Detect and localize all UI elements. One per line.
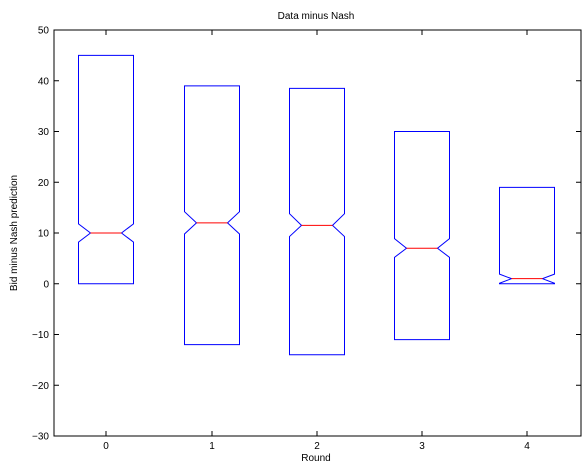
box-2	[289, 87, 345, 356]
x-tick-label: 4	[524, 441, 530, 452]
box-0	[78, 54, 134, 285]
x-axis-title: Round	[301, 453, 330, 462]
x-axis: 0 1 2 3 4	[103, 30, 530, 452]
box-4	[499, 186, 555, 285]
y-tick-label: 50	[38, 26, 50, 37]
x-tick-label: 3	[419, 441, 425, 452]
y-axis: −30 −20 −10 0 10 20 30 40 50	[32, 26, 581, 443]
boxes	[78, 54, 555, 356]
x-tick-label: 1	[209, 441, 215, 452]
y-tick-label: 10	[38, 229, 50, 240]
box-3	[394, 131, 450, 341]
box-1	[184, 85, 240, 346]
y-tick-label: 20	[38, 178, 50, 189]
x-tick-label: 0	[103, 441, 109, 452]
x-tick-label: 2	[314, 441, 320, 452]
chart-title: Data minus Nash	[278, 11, 355, 22]
y-axis-title: Bid minus Nash prediction	[9, 175, 20, 291]
y-tick-label: 40	[38, 76, 50, 87]
y-tick-label: 30	[38, 127, 50, 138]
y-tick-label: −30	[32, 432, 49, 443]
y-tick-label: −20	[32, 381, 49, 392]
y-tick-label: −10	[32, 330, 49, 341]
y-tick-label: 0	[43, 279, 49, 290]
